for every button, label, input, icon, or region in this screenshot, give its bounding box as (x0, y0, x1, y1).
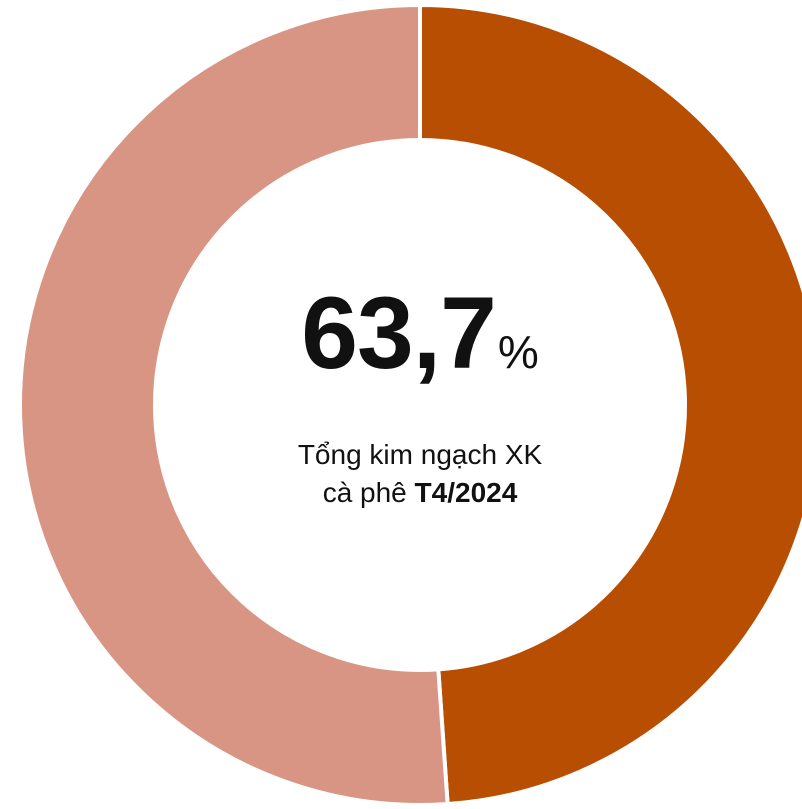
caption-line-2-prefix: cà phê (322, 477, 415, 508)
center-value-unit: % (497, 326, 539, 378)
caption-line-2-bold: T4/2024 (414, 477, 518, 508)
caption-line-2: cà phê T4/2024 (220, 474, 620, 512)
center-value: 63,7% (220, 268, 620, 398)
donut-slice-1 (418, 2, 802, 807)
caption-line-1: Tổng kim ngạch XK (297, 439, 543, 470)
donut-slice-2 (18, 2, 450, 807)
center-caption: Tổng kim ngạch XK cà phê T4/2024 (220, 436, 620, 512)
center-value-number: 63,7 (301, 276, 497, 390)
